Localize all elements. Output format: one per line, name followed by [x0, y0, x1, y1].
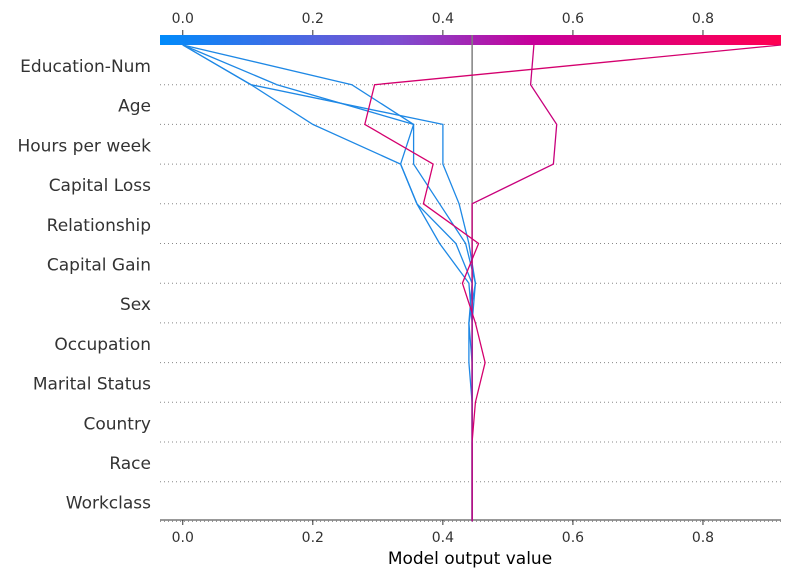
x-tick-label: 0.2 [302, 530, 324, 546]
colorbar-gradient [160, 35, 781, 45]
x-tick-label: 0.8 [692, 530, 714, 546]
x-tick-label: 0.4 [432, 530, 454, 546]
series-lines [182, 44, 782, 522]
feature-label: Hours per week [17, 136, 151, 156]
x-tick-label-top: 0.0 [172, 11, 194, 27]
x-tick-label-top: 0.8 [692, 11, 714, 27]
x-axis-ticks: 0.0 0.0 0.2 0.2 0.4 0.4 0.6 0.6 0.8 0.8 [172, 11, 714, 546]
feature-label: Capital Loss [49, 176, 151, 196]
feature-label: Workclass [66, 494, 151, 514]
feature-label: Occupation [54, 335, 151, 355]
feature-label: Country [83, 414, 151, 434]
feature-label: Education-Num [20, 57, 151, 77]
x-tick-label: 0.0 [172, 530, 194, 546]
series-line [471, 44, 558, 522]
feature-label: Race [109, 454, 151, 474]
series-line [182, 44, 477, 522]
colorbar [160, 35, 781, 45]
feature-label: Age [118, 97, 151, 117]
feature-labels: Education-Num Age Hours per week Capital Lo… [17, 57, 151, 514]
x-tick-label-top: 0.6 [562, 11, 584, 27]
series-line [182, 44, 477, 522]
feature-label: Capital Gain [47, 256, 151, 276]
feature-label: Marital Status [33, 375, 151, 395]
x-tick-label: 0.6 [562, 530, 584, 546]
x-axis-title: Model output value [388, 549, 552, 569]
feature-label: Relationship [47, 216, 151, 236]
feature-label: Sex [120, 295, 151, 315]
x-tick-label-top: 0.4 [432, 11, 454, 27]
x-tick-label-top: 0.2 [302, 11, 324, 27]
